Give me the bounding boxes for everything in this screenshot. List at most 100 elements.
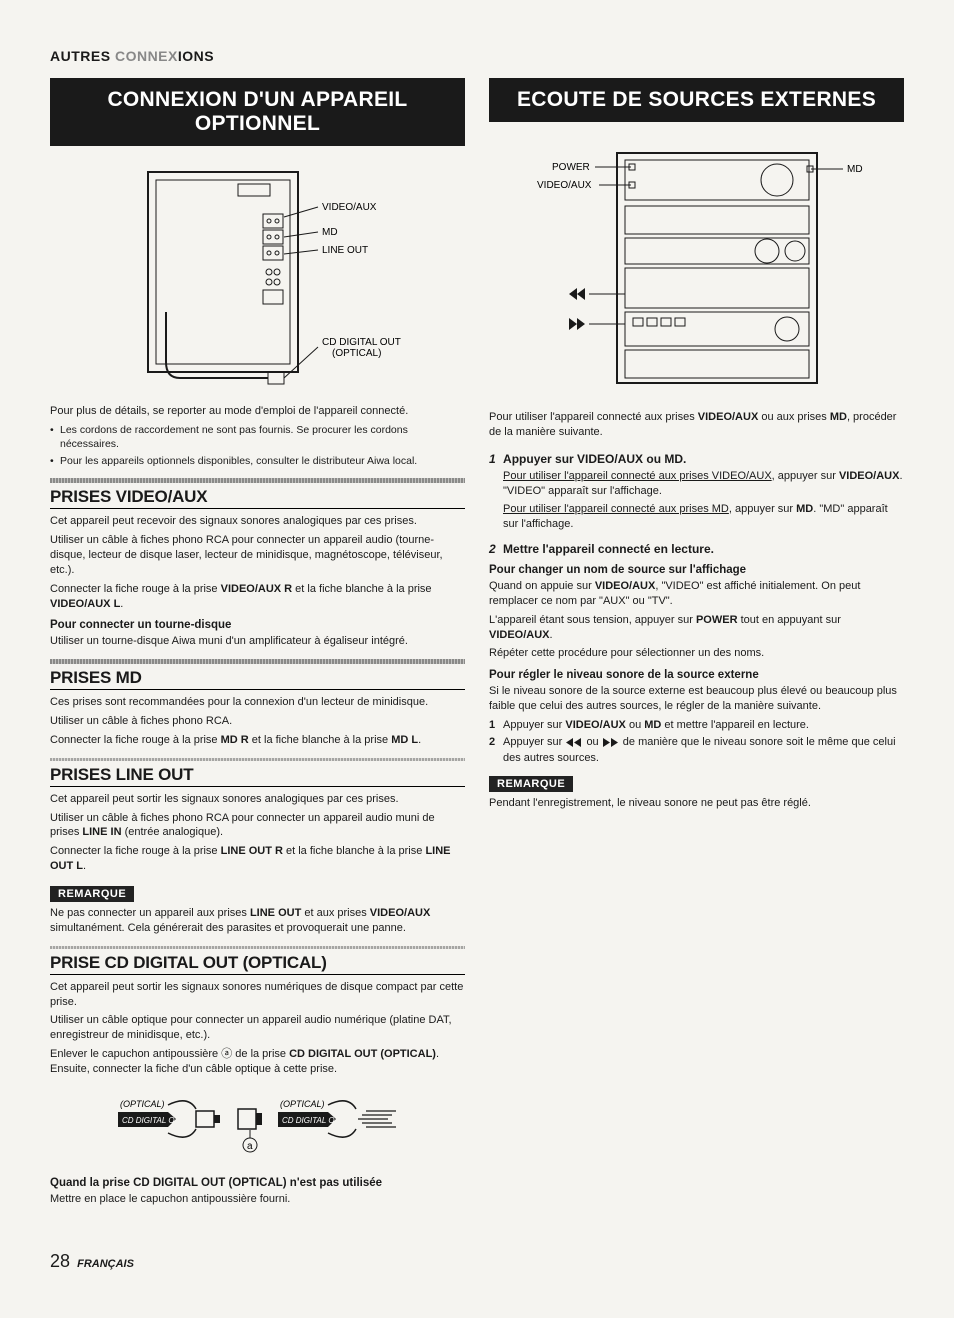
t: LINE OUT bbox=[250, 907, 301, 919]
t: VIDEO/AUX bbox=[839, 470, 900, 482]
header-part-1: AUTRES bbox=[50, 48, 111, 64]
header-part-2: IONS bbox=[178, 48, 214, 64]
svg-text:a: a bbox=[247, 1141, 253, 1152]
lineout-p3: Connecter la fiche rouge à la prise LINE… bbox=[50, 844, 465, 874]
step-1: 1 Appuyer sur VIDEO/AUX ou MD. bbox=[489, 452, 904, 466]
svg-text:CD DIGITAL O: CD DIGITAL O bbox=[282, 1116, 335, 1125]
t: VIDEO/AUX bbox=[698, 411, 759, 423]
label-videoaux: VIDEO/AUX bbox=[537, 180, 592, 191]
step-2: 2 Mettre l'appareil connecté en lecture. bbox=[489, 542, 904, 556]
front-panel-svg: POWER VIDEO/AUX MD bbox=[507, 138, 887, 398]
t: . bbox=[120, 598, 123, 610]
t: et aux prises bbox=[301, 907, 369, 919]
page-number: 28 bbox=[50, 1251, 70, 1271]
videoaux-p4: Utiliser un tourne-disque Aiwa muni d'un… bbox=[50, 634, 465, 649]
rear-panel-diagram: VIDEO/AUX MD LINE OUT CD DIGITAL OUT (OP… bbox=[50, 156, 465, 404]
bullet-1: Les cordons de raccordement ne sont pas … bbox=[50, 423, 465, 451]
t: tout en appuyant sur bbox=[738, 614, 841, 626]
t: MD bbox=[644, 719, 661, 731]
t: ou aux prises bbox=[758, 411, 830, 423]
t: , appuyer sur bbox=[729, 503, 796, 515]
divider bbox=[50, 478, 465, 483]
optical-p4: Mettre en place le capuchon antipoussièr… bbox=[50, 1192, 465, 1207]
page-footer: 28 FRANÇAIS bbox=[50, 1251, 904, 1272]
step1-l1: Pour utiliser l'appareil connecté aux pr… bbox=[489, 469, 904, 499]
videoaux-p2: Utiliser un câble à fiches phono RCA pou… bbox=[50, 533, 465, 578]
optical-p3: Enlever le capuchon antipoussière ⓐ de l… bbox=[50, 1047, 465, 1077]
lineout-p2: Utiliser un câble à fiches phono RCA pou… bbox=[50, 811, 465, 841]
t: VIDEO/AUX R bbox=[221, 583, 293, 595]
t: MD bbox=[830, 411, 847, 423]
t: Ne pas connecter un appareil aux prises bbox=[50, 907, 250, 919]
step-num: 1 bbox=[489, 452, 496, 466]
t: Appuyer sur bbox=[503, 736, 565, 748]
t: ou bbox=[586, 736, 601, 748]
ff-icon bbox=[602, 736, 620, 748]
optical-sub: Quand la prise CD DIGITAL OUT (OPTICAL) … bbox=[50, 1177, 465, 1189]
t: Pour utiliser l'appareil connecté aux pr… bbox=[489, 411, 698, 423]
svg-text:(OPTICAL): (OPTICAL) bbox=[120, 1099, 165, 1109]
t: , appuyer sur bbox=[772, 470, 839, 482]
t: MD R bbox=[221, 734, 249, 746]
videoaux-sub: Pour connecter un tourne-disque bbox=[50, 619, 465, 631]
t: Enlever le capuchon antipoussière ⓐ de l… bbox=[50, 1048, 289, 1060]
right-note: Pendant l'enregistrement, le niveau sono… bbox=[489, 796, 904, 811]
change-title: Pour changer un nom de source sur l'affi… bbox=[489, 564, 904, 576]
divider bbox=[50, 758, 465, 761]
t: et la fiche blanche à la prise bbox=[292, 583, 431, 595]
t: (entrée analogique). bbox=[122, 826, 224, 838]
change-p1: Quand on appuie sur VIDEO/AUX, "VIDEO" e… bbox=[489, 579, 904, 609]
videoaux-p1: Cet appareil peut recevoir des signaux s… bbox=[50, 514, 465, 529]
t: Connecter la fiche rouge à la prise bbox=[50, 845, 221, 857]
label-optical-1: CD DIGITAL OUT bbox=[322, 337, 401, 348]
left-intro: Pour plus de détails, se reporter au mod… bbox=[50, 404, 465, 419]
label-power: POWER bbox=[552, 162, 590, 173]
t: simultanément. Cela générerait des paras… bbox=[50, 922, 406, 934]
left-column: CONNEXION D'UN APPAREIL OPTIONNEL bbox=[50, 78, 465, 1211]
divider bbox=[50, 659, 465, 664]
t: Pour utiliser l'appareil connecté aux pr… bbox=[503, 503, 729, 515]
t: POWER bbox=[696, 614, 738, 626]
step-title: Appuyer sur VIDEO/AUX ou MD. bbox=[503, 452, 686, 466]
svg-text:(OPTICAL): (OPTICAL) bbox=[280, 1099, 325, 1109]
level-title: Pour régler le niveau sonore de la sourc… bbox=[489, 669, 904, 681]
t: VIDEO/AUX bbox=[565, 719, 626, 731]
t: . bbox=[550, 629, 553, 641]
lineout-note: Ne pas connecter un appareil aux prises … bbox=[50, 906, 465, 936]
t: MD L bbox=[391, 734, 418, 746]
right-banner: ECOUTE DE SOURCES EXTERNES bbox=[489, 78, 904, 122]
h-md: PRISES MD bbox=[50, 668, 465, 690]
front-panel-diagram: POWER VIDEO/AUX MD bbox=[489, 132, 904, 410]
t: Quand on appuie sur bbox=[489, 580, 595, 592]
left-banner: CONNEXION D'UN APPAREIL OPTIONNEL bbox=[50, 78, 465, 146]
t: ou bbox=[626, 719, 644, 731]
md-p3: Connecter la fiche rouge à la prise MD R… bbox=[50, 733, 465, 748]
right-column: ECOUTE DE SOURCES EXTERNES bbox=[489, 78, 904, 1211]
label-videoaux: VIDEO/AUX bbox=[322, 202, 377, 213]
step1-l2: Pour utiliser l'appareil connecté aux pr… bbox=[489, 502, 904, 532]
label-md: MD bbox=[847, 164, 863, 175]
lineout-p1: Cet appareil peut sortir les signaux son… bbox=[50, 792, 465, 807]
rew-icon bbox=[569, 288, 585, 300]
remarque-badge: REMARQUE bbox=[50, 886, 134, 902]
remarque-badge: REMARQUE bbox=[489, 776, 573, 792]
t: VIDEO/AUX bbox=[489, 629, 550, 641]
t: LINE IN bbox=[82, 826, 121, 838]
svg-text:CD DIGITAL O: CD DIGITAL O bbox=[122, 1116, 175, 1125]
rear-panel-svg: VIDEO/AUX MD LINE OUT CD DIGITAL OUT (OP… bbox=[108, 162, 408, 392]
optical-svg: (OPTICAL) CD DIGITAL O a (OPTICAL) bbox=[108, 1087, 408, 1157]
h-optical: PRISE CD DIGITAL OUT (OPTICAL) bbox=[50, 953, 465, 975]
ff-icon bbox=[569, 318, 585, 330]
t: Connecter la fiche rouge à la prise bbox=[50, 583, 221, 595]
md-p2: Utiliser un câble à fiches phono RCA. bbox=[50, 714, 465, 729]
optical-p2: Utiliser un câble optique pour connecter… bbox=[50, 1013, 465, 1043]
optical-p1: Cet appareil peut sortir les signaux son… bbox=[50, 980, 465, 1010]
change-p3: Répéter cette procédure pour sélectionne… bbox=[489, 646, 904, 661]
videoaux-p3: Connecter la fiche rouge à la prise VIDE… bbox=[50, 582, 465, 612]
md-p1: Ces prises sont recommandées pour la con… bbox=[50, 695, 465, 710]
h-lineout: PRISES LINE OUT bbox=[50, 765, 465, 787]
optical-diagram: (OPTICAL) CD DIGITAL O a (OPTICAL) bbox=[50, 1081, 465, 1169]
divider bbox=[50, 946, 465, 949]
label-md: MD bbox=[322, 227, 338, 238]
t: . bbox=[418, 734, 421, 746]
